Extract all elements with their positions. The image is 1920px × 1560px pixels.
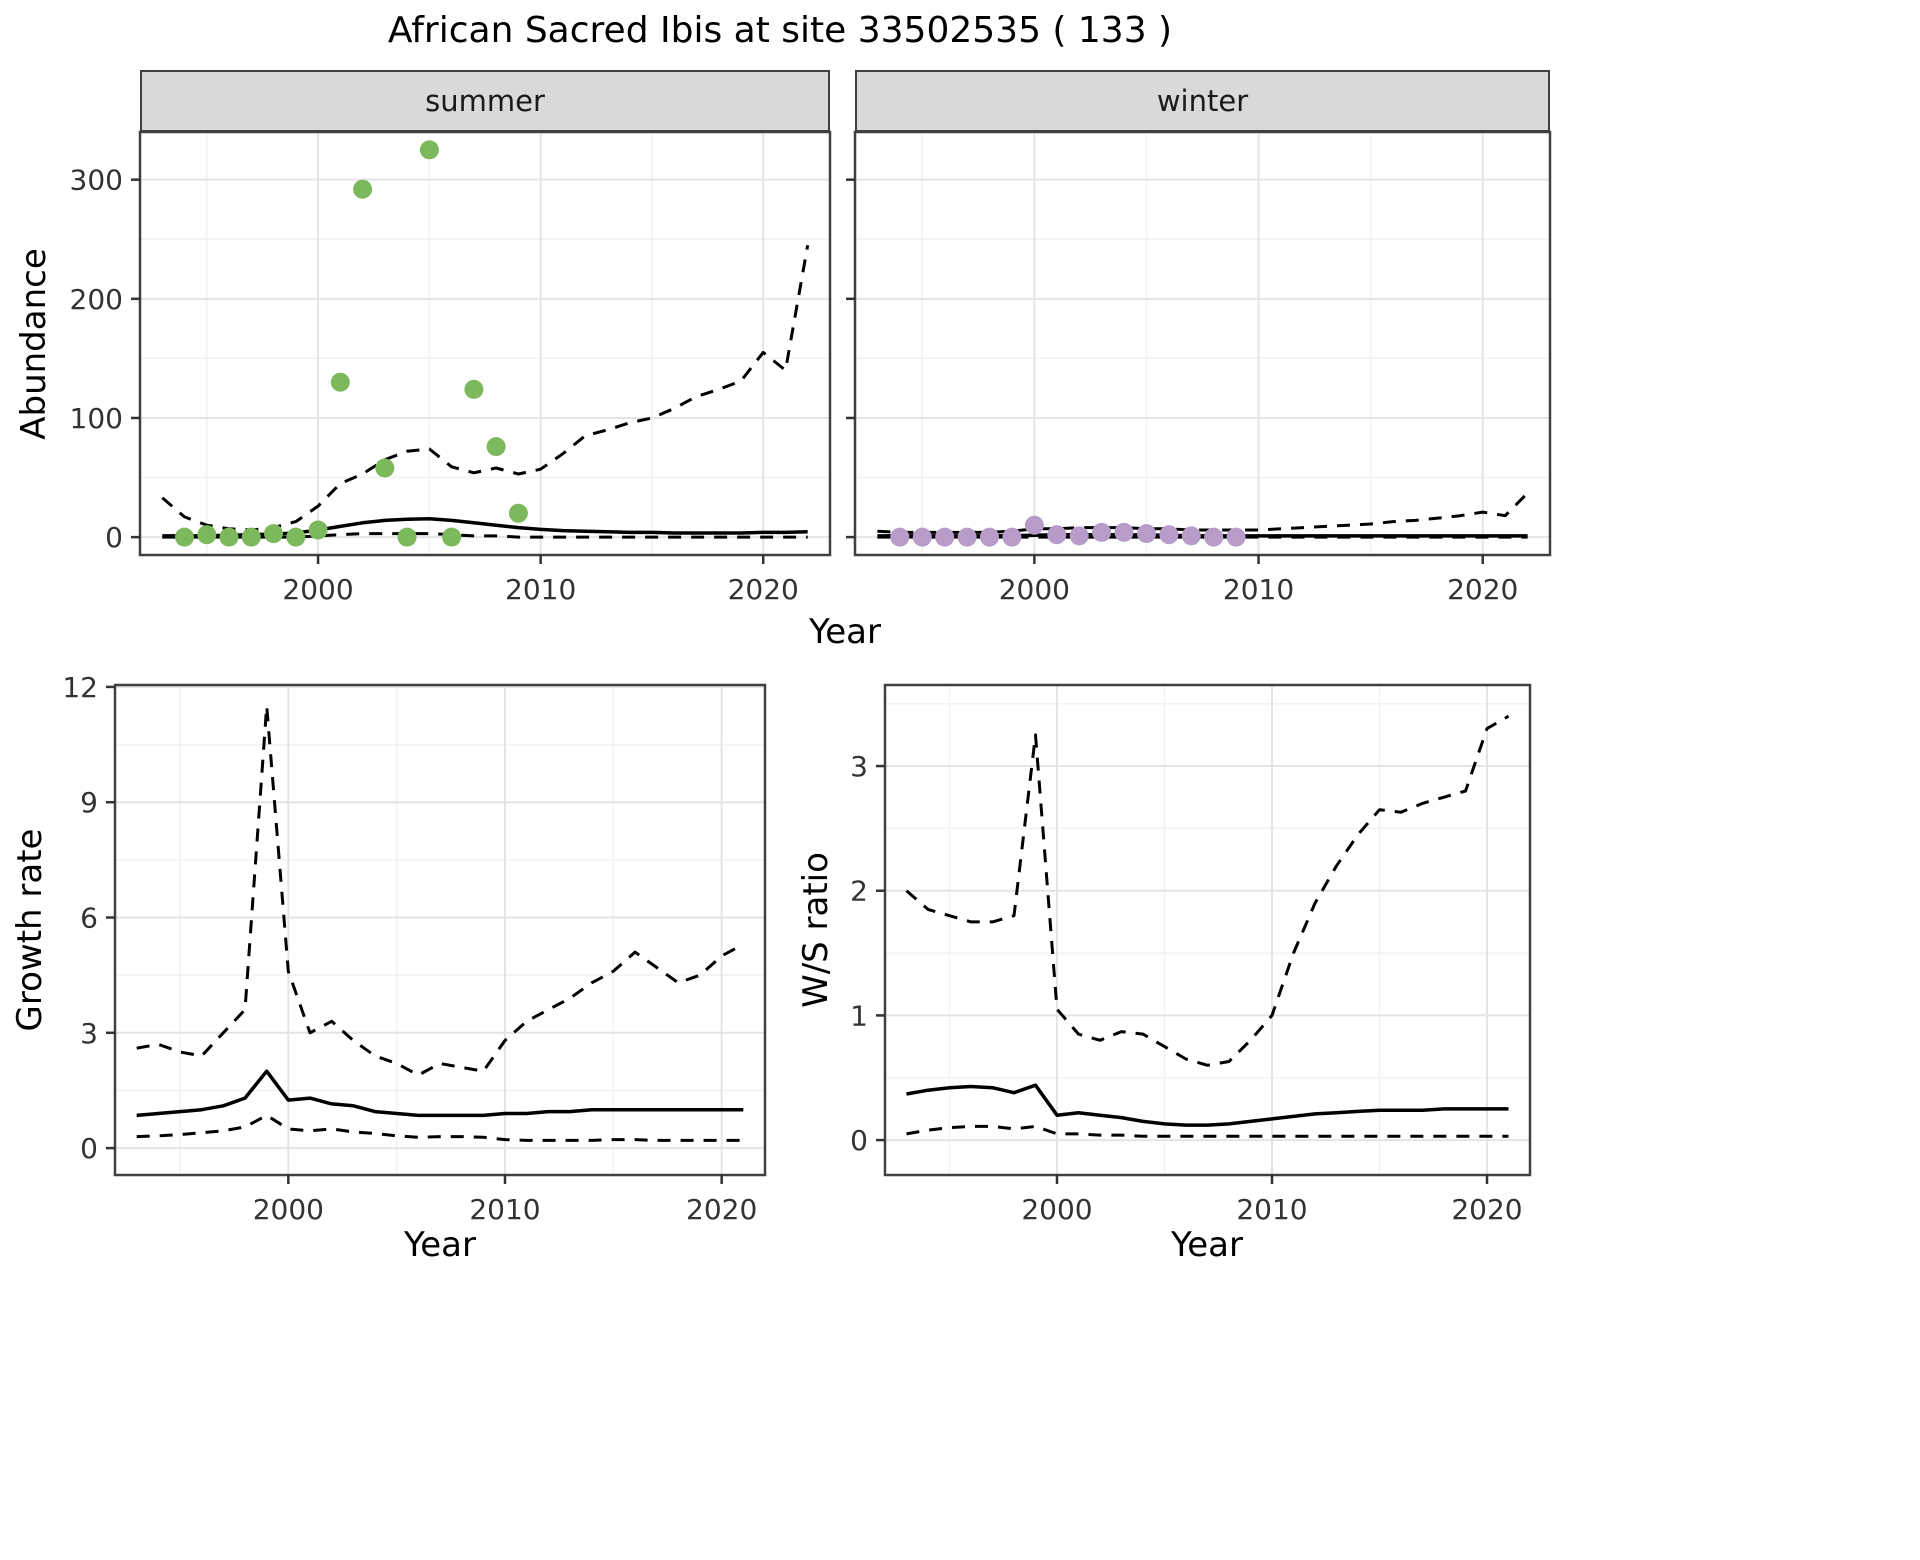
abundance-y-axis-label: Abundance — [14, 248, 54, 440]
growth-rate-y-axis-label: Growth rate — [10, 828, 50, 1032]
abundance-x-axis-label: Year — [809, 612, 881, 652]
svg-text:3: 3 — [850, 750, 868, 783]
svg-text:12: 12 — [62, 671, 98, 704]
svg-text:0: 0 — [850, 1124, 868, 1157]
svg-text:2020: 2020 — [686, 1193, 757, 1226]
ws-ratio-y-axis-label: W/S ratio — [796, 852, 836, 1008]
svg-text:0: 0 — [105, 521, 123, 554]
svg-text:2020: 2020 — [1451, 1193, 1522, 1226]
svg-text:2000: 2000 — [1021, 1193, 1092, 1226]
svg-text:1: 1 — [850, 999, 868, 1032]
svg-text:2010: 2010 — [1223, 573, 1294, 606]
panel-ws-ratio: 2000 2010 2020 0 1 2 3 — [850, 683, 1532, 1226]
svg-text:2010: 2010 — [469, 1193, 540, 1226]
facet-strip-winter: winter — [855, 70, 1550, 132]
svg-text:200: 200 — [70, 283, 123, 316]
svg-text:300: 300 — [70, 164, 123, 197]
ws-ratio-x-axis-label: Year — [1171, 1225, 1243, 1265]
panel-abundance-summer: 2000 2010 2020 0 100 200 300 — [70, 130, 832, 606]
svg-text:100: 100 — [70, 402, 123, 435]
svg-text:2000: 2000 — [282, 573, 353, 606]
facet-strip-summer: summer — [140, 70, 830, 132]
svg-text:0: 0 — [80, 1132, 98, 1165]
svg-text:2000: 2000 — [999, 573, 1070, 606]
svg-text:2010: 2010 — [1236, 1193, 1307, 1226]
svg-text:3: 3 — [80, 1017, 98, 1050]
figure-title: African Sacred Ibis at site 33502535 ( 1… — [387, 10, 1173, 51]
facet-strip-summer-label: summer — [425, 84, 545, 118]
growth-rate-x-axis-label: Year — [404, 1225, 476, 1265]
svg-text:6: 6 — [80, 902, 98, 935]
panel-growth-rate: 2000 2010 2020 0 3 6 9 12 — [62, 671, 767, 1226]
svg-text:2000: 2000 — [253, 1193, 324, 1226]
svg-text:2020: 2020 — [728, 573, 799, 606]
svg-text:2: 2 — [850, 875, 868, 908]
facet-strip-winter-label: winter — [1156, 84, 1249, 118]
svg-text:2010: 2010 — [505, 573, 576, 606]
svg-text:2020: 2020 — [1447, 573, 1518, 606]
svg-text:9: 9 — [80, 786, 98, 819]
panel-abundance-winter: 2000 2010 2020 — [846, 130, 1552, 606]
